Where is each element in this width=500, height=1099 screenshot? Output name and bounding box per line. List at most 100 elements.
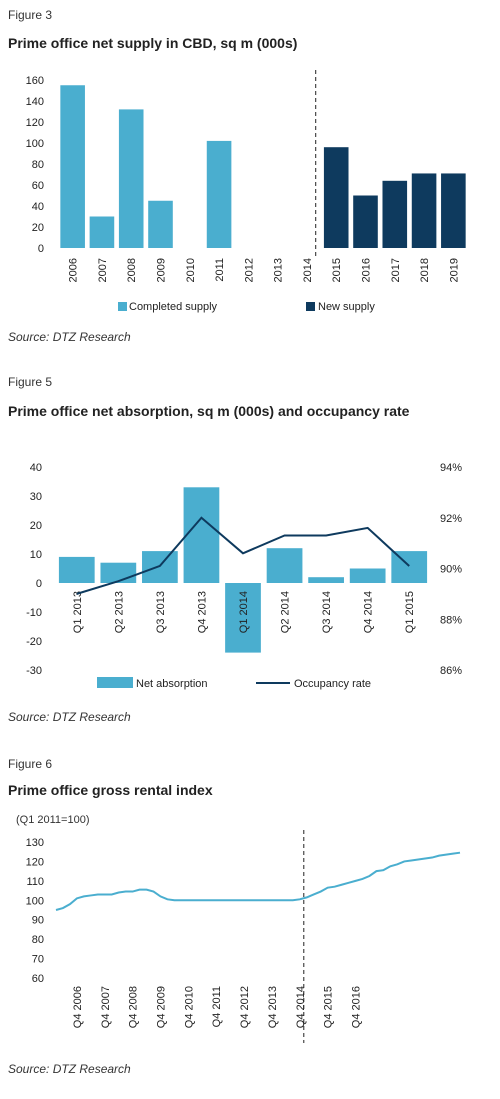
fig3-y-tick: 100 <box>26 138 44 150</box>
fig3-x-tick: 2018 <box>419 258 431 282</box>
fig5-x-tick: Q3 2013 <box>155 591 167 633</box>
fig3-x-tick: 2006 <box>68 258 80 282</box>
fig5-title: Prime office net absorption, sq m (000s)… <box>8 403 410 419</box>
fig5-y-tick-left: 10 <box>30 549 42 561</box>
fig3-bar-new <box>441 173 466 248</box>
fig6-x-tick: Q4 2012 <box>239 986 251 1028</box>
fig3-x-tick: 2007 <box>97 258 109 282</box>
fig3-y-tick: 40 <box>32 201 44 213</box>
fig6-y-tick: 130 <box>26 837 44 849</box>
fig5-bar-net-absorption <box>183 487 220 583</box>
fig5-bar-net-absorption <box>349 568 386 583</box>
fig6-x-tick: Q4 2013 <box>267 986 279 1028</box>
fig3-y-tick: 60 <box>32 180 44 192</box>
fig5-y-tick-right: 86% <box>440 665 462 677</box>
fig5-occupancy-line <box>76 516 410 595</box>
fig5-bar-net-absorption <box>266 548 303 583</box>
fig6-x-tick: Q4 2016 <box>351 986 363 1028</box>
fig3-x-tick: 2012 <box>243 258 255 282</box>
fig5-y-tick-left: -10 <box>26 607 42 619</box>
fig3-x-tick: 2008 <box>126 258 138 282</box>
fig6-x-tick: Q4 2006 <box>72 986 84 1028</box>
fig6-y-tick: 100 <box>26 895 44 907</box>
fig3-legend-swatch-completed <box>118 302 127 311</box>
fig6-y-tick: 80 <box>32 934 44 946</box>
fig3-source: Source: DTZ Research <box>8 330 131 344</box>
fig3-x-tick: 2015 <box>331 258 343 282</box>
fig5-x-tick: Q1 2014 <box>238 591 250 633</box>
fig3-title: Prime office net supply in CBD, sq m (00… <box>8 35 298 51</box>
fig5-bar-net-absorption <box>58 556 95 583</box>
fig3-bar-completed <box>89 216 115 248</box>
fig6-x-tick: Q4 2010 <box>183 986 195 1028</box>
fig5-bar-net-absorption <box>391 551 428 583</box>
fig5-bar-net-absorption <box>308 577 344 583</box>
fig3-bar-completed <box>118 109 144 249</box>
fig3-x-tick: 2009 <box>156 258 168 282</box>
fig5-x-tick: Q1 2015 <box>404 591 416 633</box>
fig6-title: Prime office gross rental index <box>8 782 213 798</box>
fig6-x-tick: Q4 2015 <box>323 986 335 1028</box>
fig5-x-tick: Q2 2014 <box>280 591 292 633</box>
fig6-x-tick: Q4 2014 <box>295 986 307 1028</box>
fig3-bar-new <box>353 195 378 248</box>
fig6-chart: 60 70 80 90 100 110 120 130 Q4 2006 Q4 2007 Q4 200… <box>26 830 461 1043</box>
fig3-x-tick: 2016 <box>361 258 373 282</box>
fig3-y-tick: 80 <box>32 159 44 171</box>
fig6-label: Figure 6 <box>8 757 53 771</box>
fig5-legend-absorption: Net absorption <box>136 678 208 690</box>
fig3-bar-new <box>411 173 437 248</box>
fig5-x-tick: Q1 2013 <box>72 591 84 633</box>
fig3-y-tick: 120 <box>26 117 44 129</box>
fig6-unit: (Q1 2011=100) <box>16 814 90 826</box>
fig6-rental-index-line <box>55 851 461 911</box>
fig3-y-tick: 160 <box>26 75 44 87</box>
fig5-y-tick-right: 92% <box>440 513 462 525</box>
fig3-y-tick: 0 <box>38 243 44 255</box>
fig5-legend-swatch-absorption <box>97 677 133 688</box>
fig3-x-tick: 2011 <box>214 258 226 282</box>
fig6-y-tick: 70 <box>32 954 44 966</box>
fig3-bar-completed <box>206 140 232 248</box>
fig5-x-tick: Q4 2014 <box>363 591 375 633</box>
fig3-y-tick: 20 <box>32 222 44 234</box>
fig3-label: Figure 3 <box>8 8 53 22</box>
fig3-bar-completed <box>148 200 173 248</box>
fig6-y-tick: 90 <box>32 915 44 927</box>
fig5-y-tick-left: 20 <box>30 520 42 532</box>
fig6-x-tick: Q4 2008 <box>128 986 140 1028</box>
fig6-x-tick: Q4 2011 <box>211 986 223 1027</box>
fig3-bar-completed <box>60 85 85 248</box>
fig6-x-tick: Q4 2007 <box>100 986 112 1028</box>
fig6-x-tick: Q4 2009 <box>155 986 167 1028</box>
fig5-y-tick-left: 30 <box>30 491 42 503</box>
fig3-x-tick: 2014 <box>302 258 314 282</box>
fig3-x-tick: 2010 <box>185 258 197 282</box>
fig5-y-tick-left: -30 <box>26 665 42 677</box>
fig5-legend-occupancy: Occupancy rate <box>294 678 371 690</box>
fig3-x-tick: 2019 <box>448 258 460 282</box>
fig5-y-tick-right: 88% <box>440 614 462 626</box>
fig5-source: Source: DTZ Research <box>8 710 131 724</box>
fig5-y-tick-left: 40 <box>30 462 42 474</box>
fig3-x-tick: 2017 <box>390 258 402 282</box>
fig6-source: Source: DTZ Research <box>8 1062 131 1076</box>
fig3-chart: 0 20 40 60 80 100 120 140 160 2006 2007 2008 2009 201… <box>26 70 466 313</box>
fig6-y-tick: 110 <box>26 876 44 888</box>
fig5-x-tick: Q4 2013 <box>196 591 208 633</box>
fig5-x-tick: Q2 2013 <box>113 591 125 633</box>
fig5-chart: -30 -20 -10 0 10 20 30 40 86% 88% 90% 92% 94% Q1 2013… <box>26 462 462 690</box>
fig3-bar-new <box>323 147 349 248</box>
fig3-x-tick: 2013 <box>273 258 285 282</box>
fig3-y-tick: 140 <box>26 96 44 108</box>
fig5-y-tick-left: -20 <box>26 636 42 648</box>
fig5-y-tick-right: 90% <box>440 564 462 576</box>
fig5-bar-net-absorption <box>100 562 137 583</box>
fig5-label: Figure 5 <box>8 375 53 389</box>
fig5-y-tick-left: 0 <box>36 578 42 590</box>
fig3-legend-swatch-new <box>306 302 315 311</box>
fig3-legend-completed: Completed supply <box>129 301 218 313</box>
fig6-y-tick: 60 <box>32 973 44 985</box>
fig5-bar-net-absorption <box>142 551 178 583</box>
fig3-legend-new: New supply <box>318 301 375 313</box>
